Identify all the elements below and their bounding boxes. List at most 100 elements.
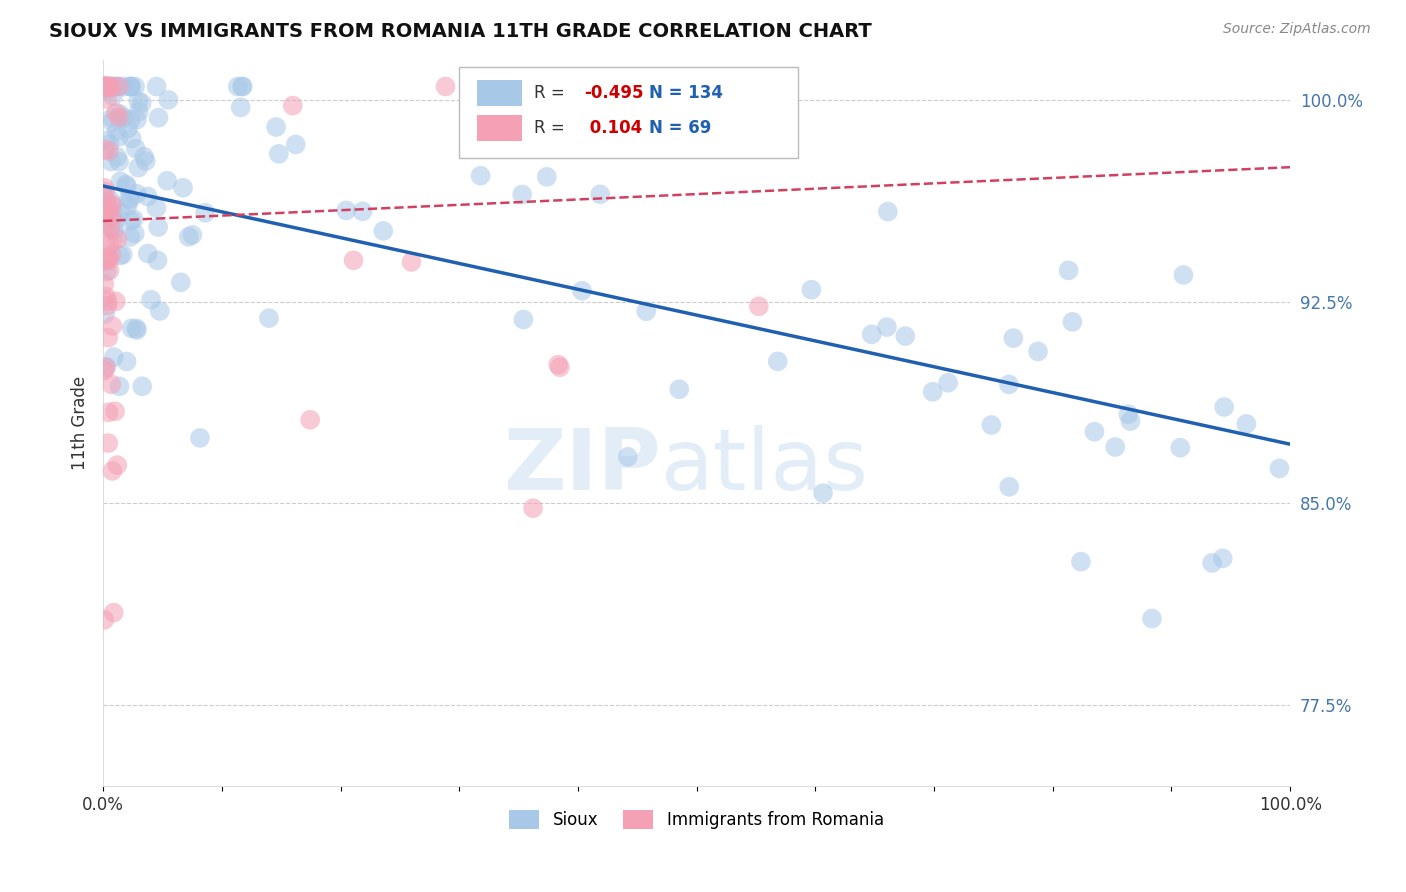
Y-axis label: 11th Grade: 11th Grade: [72, 376, 89, 470]
Point: [125, 323, 148, 337]
Point: [104, 294, 127, 309]
Point: [104, 106, 127, 120]
Point: [96, 79, 118, 94]
Point: [548, 360, 571, 375]
Point: [93, 181, 115, 195]
Point: [98, 253, 121, 268]
Point: [226, 79, 249, 94]
Text: SIOUX VS IMMIGRANTS FROM ROMANIA 11TH GRADE CORRELATION CHART: SIOUX VS IMMIGRANTS FROM ROMANIA 11TH GR…: [49, 22, 872, 41]
Point: [522, 501, 544, 516]
Point: [721, 122, 744, 136]
Point: [120, 79, 142, 94]
Point: [104, 214, 127, 228]
Point: [100, 377, 122, 392]
Point: [232, 79, 254, 94]
Point: [617, 450, 640, 464]
Point: [145, 201, 167, 215]
Point: [115, 179, 138, 194]
Point: [108, 379, 131, 393]
Point: [105, 150, 128, 164]
Point: [772, 79, 794, 94]
Point: [125, 112, 148, 127]
Point: [170, 276, 193, 290]
Point: [96, 194, 118, 209]
Point: [101, 211, 124, 226]
Point: [97, 205, 120, 219]
Point: [299, 413, 322, 427]
Point: [93, 613, 115, 627]
Point: [1212, 551, 1234, 566]
Point: [136, 189, 159, 203]
Point: [97, 79, 120, 94]
Point: [194, 206, 217, 220]
Point: [103, 606, 125, 620]
Point: [128, 104, 150, 119]
Point: [998, 377, 1021, 392]
Point: [589, 187, 612, 202]
Point: [139, 293, 162, 307]
Point: [101, 235, 124, 249]
Point: [97, 79, 120, 94]
Legend: Sioux, Immigrants from Romania: Sioux, Immigrants from Romania: [503, 803, 890, 836]
Point: [93, 79, 115, 94]
Point: [101, 198, 124, 212]
FancyBboxPatch shape: [477, 115, 522, 141]
Point: [177, 230, 200, 244]
Point: [1062, 315, 1084, 329]
Point: [93, 79, 115, 94]
Point: [96, 265, 118, 279]
Point: [876, 320, 898, 334]
Point: [97, 83, 120, 97]
Point: [188, 431, 211, 445]
Point: [586, 94, 609, 108]
Point: [100, 193, 122, 207]
Point: [103, 223, 125, 237]
Point: [470, 169, 492, 183]
Text: -0.495: -0.495: [583, 84, 644, 102]
Point: [1118, 407, 1140, 421]
Point: [894, 329, 917, 343]
Point: [860, 327, 883, 342]
Point: [120, 79, 142, 94]
Point: [172, 180, 194, 194]
Point: [108, 110, 131, 124]
Point: [103, 207, 125, 221]
Point: [131, 379, 153, 393]
Point: [96, 299, 118, 313]
Point: [94, 189, 117, 203]
Point: [267, 146, 290, 161]
Point: [111, 247, 134, 261]
Point: [101, 89, 124, 103]
Point: [97, 79, 120, 94]
Point: [94, 202, 117, 217]
Point: [93, 79, 115, 94]
Text: R =: R =: [534, 84, 565, 102]
Point: [1173, 268, 1195, 282]
Point: [636, 304, 658, 318]
Point: [157, 93, 180, 107]
Point: [121, 321, 143, 335]
Point: [118, 193, 141, 207]
Point: [101, 464, 124, 478]
Point: [148, 111, 170, 125]
Point: [103, 350, 125, 364]
Point: [335, 203, 357, 218]
Point: [571, 284, 593, 298]
Point: [1057, 263, 1080, 277]
Point: [980, 418, 1002, 433]
Point: [108, 79, 131, 94]
Point: [108, 129, 131, 144]
Point: [94, 219, 117, 233]
Point: [97, 294, 120, 309]
Point: [98, 137, 121, 152]
Point: [110, 174, 132, 188]
Point: [96, 92, 118, 106]
Point: [146, 220, 169, 235]
Point: [101, 222, 124, 236]
Point: [117, 199, 139, 213]
Point: [100, 248, 122, 262]
Point: [547, 358, 569, 372]
Point: [536, 169, 558, 184]
Point: [877, 204, 900, 219]
Point: [124, 227, 146, 241]
